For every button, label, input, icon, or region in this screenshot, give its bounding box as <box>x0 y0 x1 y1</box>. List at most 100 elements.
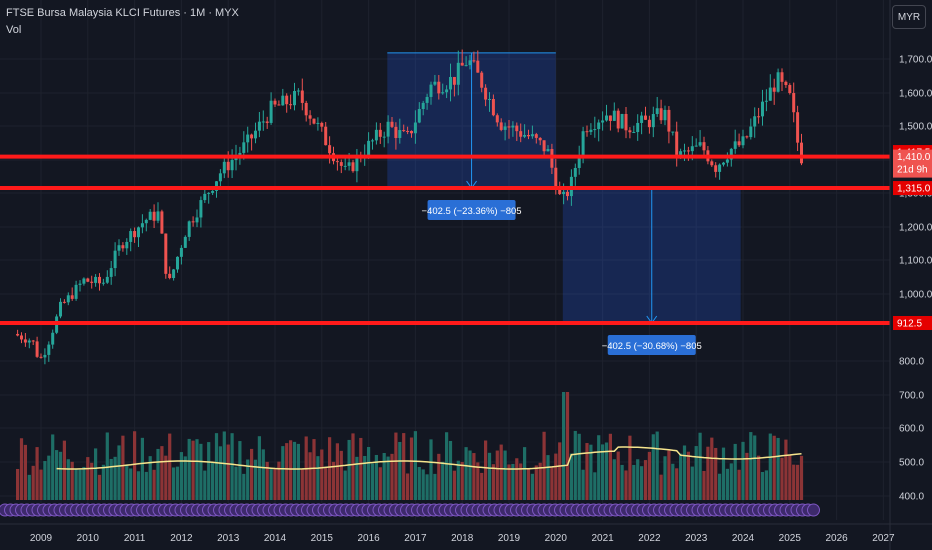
candle <box>710 159 714 167</box>
candle <box>20 332 23 344</box>
candle-body <box>351 162 355 172</box>
volume-bar <box>721 447 726 500</box>
candle <box>222 155 226 179</box>
candle <box>269 92 273 125</box>
candle-body <box>581 131 585 156</box>
candle-body <box>796 112 800 143</box>
candle <box>573 163 577 186</box>
candle-body <box>452 76 456 85</box>
volume-bar <box>328 437 332 500</box>
candle <box>16 329 20 337</box>
candle <box>511 121 515 137</box>
candle <box>733 129 737 154</box>
volume-bar <box>491 464 495 500</box>
indicator-label: Vol <box>6 24 22 36</box>
candle-body <box>772 87 776 92</box>
candle <box>761 89 764 126</box>
volume-bar <box>211 462 215 500</box>
volume-bar <box>55 450 59 500</box>
candle <box>792 82 796 123</box>
volume-bar <box>406 473 410 500</box>
volume-bar <box>370 463 375 500</box>
candle <box>281 88 285 106</box>
volume-bar <box>43 461 47 500</box>
volume-bar <box>573 430 577 500</box>
volume-bar <box>234 466 238 500</box>
volume-bar <box>378 467 382 500</box>
volume-bar <box>281 446 285 500</box>
volume-bar <box>562 392 566 500</box>
volume-bar <box>164 455 168 500</box>
volume-bar <box>585 443 589 500</box>
volume-bar <box>636 459 640 500</box>
candle-body <box>289 104 293 106</box>
candle-body <box>101 282 105 284</box>
candle-body <box>757 116 761 118</box>
candle <box>749 118 753 140</box>
time-tick-label: 2025 <box>779 533 802 544</box>
volume-bar <box>780 457 784 500</box>
candle <box>316 117 320 131</box>
time-tick-label: 2018 <box>451 533 474 544</box>
volume-bar <box>632 464 636 500</box>
volume-bar <box>616 451 620 500</box>
volume-bar <box>554 453 558 500</box>
candle-body <box>507 126 511 128</box>
volume-bar <box>515 458 519 500</box>
candle-body <box>538 137 542 141</box>
candle-body <box>250 134 254 139</box>
volume-bar <box>628 435 632 500</box>
candle <box>218 169 222 188</box>
volume-bar <box>136 471 141 500</box>
candle <box>546 145 550 152</box>
volume-bar <box>741 441 745 500</box>
candle-body <box>31 340 35 342</box>
price-tick-label: 500.0 <box>899 458 924 469</box>
volume-bar <box>300 468 304 500</box>
price-tick-label: 1,600.0 <box>899 89 932 100</box>
volume-bar <box>503 450 507 500</box>
volume-bar <box>78 469 82 500</box>
candle <box>737 133 741 148</box>
candle <box>27 338 31 349</box>
volume-bar <box>222 431 226 500</box>
candle <box>445 85 449 99</box>
candle <box>800 133 803 166</box>
candle <box>417 102 421 124</box>
candle-body <box>741 136 745 146</box>
candle <box>129 228 133 252</box>
volume-bar <box>519 463 523 500</box>
candle <box>667 106 671 144</box>
volume-bar <box>542 431 546 500</box>
time-tick-label: 2011 <box>124 533 146 544</box>
candle <box>456 50 460 96</box>
volume-bar <box>484 440 488 500</box>
candle-body <box>608 115 612 121</box>
candle-body <box>519 131 523 137</box>
candle-body <box>172 269 176 279</box>
candle <box>39 353 43 359</box>
volume-bar <box>558 442 562 500</box>
candle <box>70 287 74 301</box>
candle <box>261 110 265 131</box>
candle-body <box>164 233 168 274</box>
candle-body <box>16 333 20 336</box>
candle <box>612 102 616 122</box>
candle-body <box>546 149 550 152</box>
volume-bar <box>768 433 772 500</box>
candle <box>300 78 304 111</box>
volume-bar <box>97 474 102 500</box>
candle-body <box>484 87 488 100</box>
volume-bar <box>753 435 757 500</box>
candle <box>351 159 355 173</box>
candle-body <box>616 110 620 129</box>
candle-body <box>655 108 659 115</box>
candle <box>304 100 308 122</box>
currency-button[interactable]: MYR <box>892 5 926 29</box>
volume-bar <box>456 460 460 500</box>
volume-bar <box>82 466 86 500</box>
volume-bar <box>640 466 644 500</box>
volume-series <box>16 392 804 500</box>
candle <box>449 63 452 102</box>
